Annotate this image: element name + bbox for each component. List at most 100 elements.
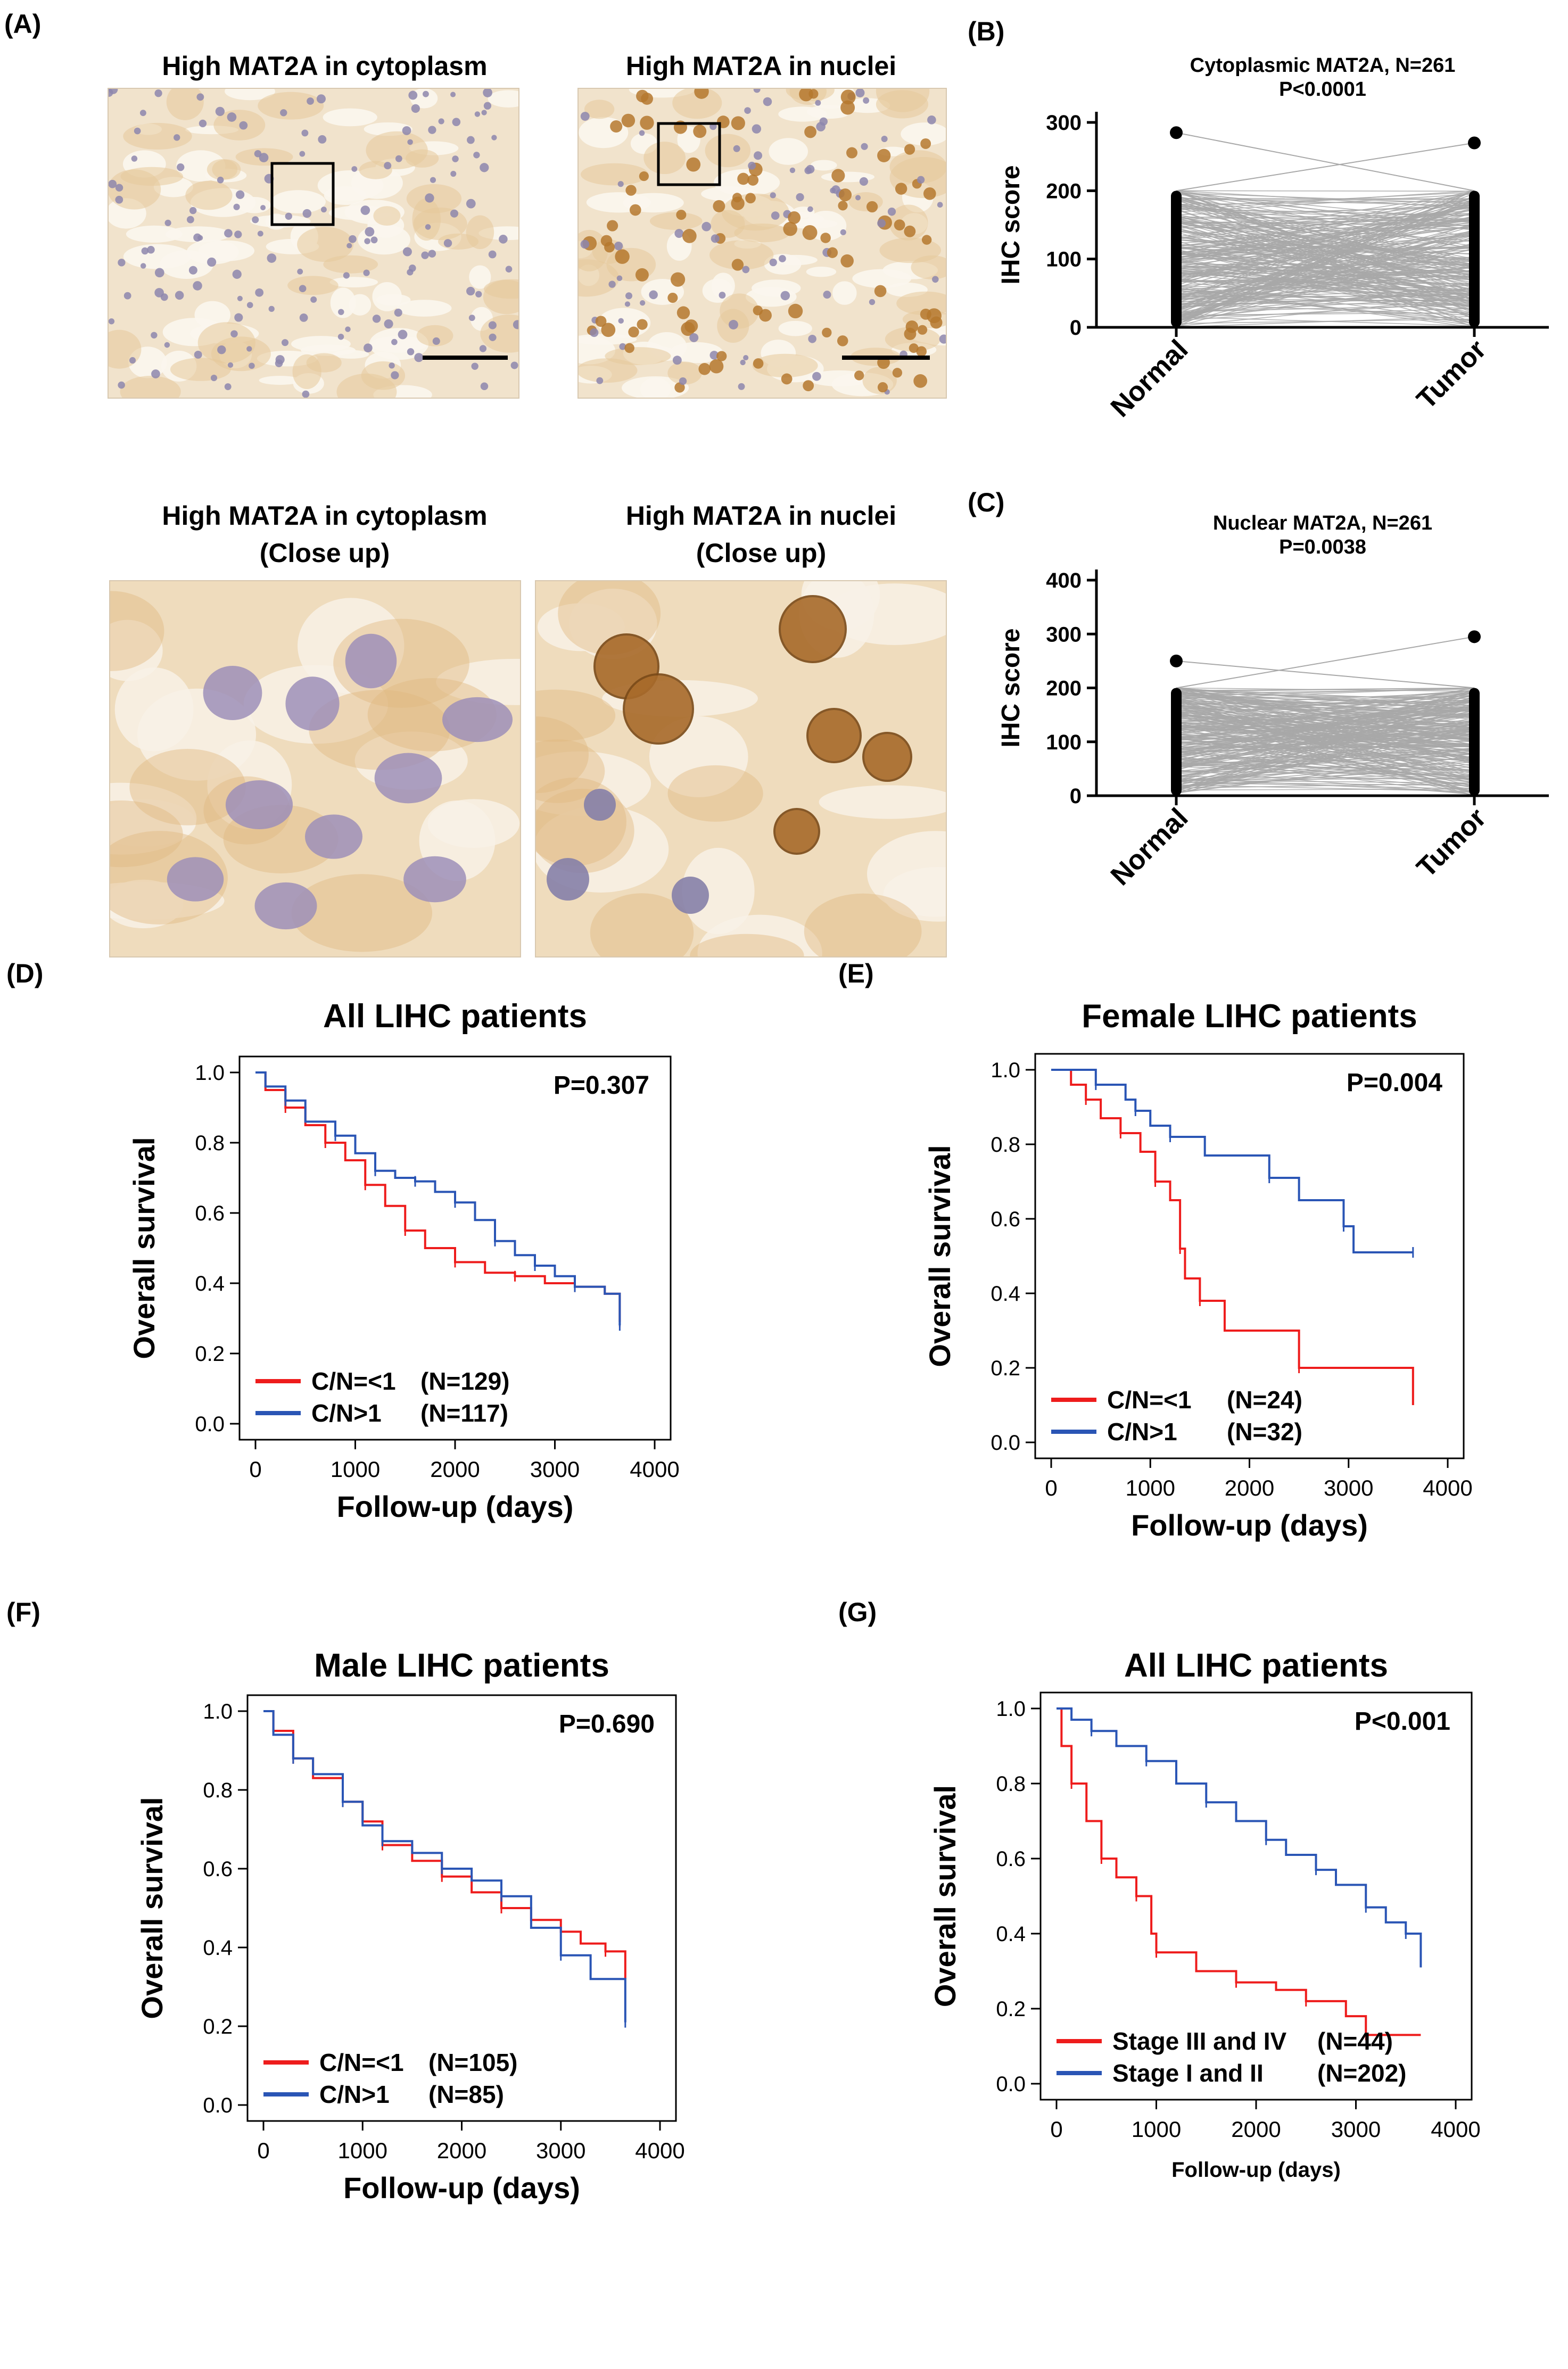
micrograph-nuclei xyxy=(577,88,947,399)
panel-label-d: (D) xyxy=(6,959,44,988)
stained-region xyxy=(258,92,324,120)
lumen-space xyxy=(537,603,625,651)
cell-nucleus xyxy=(299,151,306,157)
zoom-box xyxy=(657,122,721,186)
stained-region xyxy=(110,800,183,868)
cell-nucleus xyxy=(781,373,793,385)
paired-line xyxy=(1176,755,1475,795)
cell-nucleus xyxy=(118,381,125,389)
legend-label: Stage I and II xyxy=(1112,2059,1264,2087)
cell-nucleus xyxy=(894,219,905,231)
cell-nucleus xyxy=(877,382,888,393)
cell-nucleus xyxy=(428,250,436,258)
cell-nucleus xyxy=(904,144,915,155)
x-tick-label: 2000 xyxy=(437,2138,486,2163)
cell-nucleus xyxy=(679,377,687,385)
lumen-space xyxy=(323,108,377,127)
cell-nucleus xyxy=(174,134,180,141)
stained-region xyxy=(291,874,433,952)
stained-region xyxy=(862,367,897,394)
stained-region xyxy=(466,215,494,250)
cell-nucleus xyxy=(234,230,242,238)
y-tick-label: 300 xyxy=(1046,111,1082,135)
cell-nucleus xyxy=(783,221,797,236)
paired-line xyxy=(1176,197,1475,254)
micrograph-cytoplasm xyxy=(108,88,519,399)
cell-nucleus xyxy=(442,697,513,742)
paired-line xyxy=(1176,220,1475,242)
lumen-space xyxy=(110,879,184,929)
cell-nucleus xyxy=(510,361,518,369)
paired-line xyxy=(1176,132,1475,192)
cell-nucleus xyxy=(600,235,613,247)
cell-nucleus xyxy=(177,163,185,171)
survival-curve-1 xyxy=(1051,1069,1414,1405)
cell-nucleus xyxy=(621,113,636,128)
y-tick-label: 0.8 xyxy=(996,1772,1026,1796)
lumen-space xyxy=(469,265,491,289)
cell-nucleus xyxy=(467,136,475,144)
cell-nucleus xyxy=(343,272,350,279)
cell-nucleus xyxy=(771,211,780,220)
paired-line xyxy=(1176,713,1475,755)
cell-nucleus xyxy=(752,124,762,134)
cell-nucleus xyxy=(473,152,480,159)
cell-nucleus xyxy=(628,326,639,337)
paired-line xyxy=(1176,207,1475,223)
paired-line xyxy=(1176,660,1475,689)
cell-nucleus xyxy=(709,359,724,374)
cell-nucleus xyxy=(831,169,845,183)
x-tick-label: 4000 xyxy=(635,2138,684,2163)
lumen-space xyxy=(819,785,946,819)
lumen-space xyxy=(194,301,230,329)
cell-nucleus xyxy=(225,780,293,830)
cell-nucleus xyxy=(402,126,411,135)
paired-line xyxy=(1176,715,1475,767)
paired-line xyxy=(1176,689,1475,706)
cell-nucleus xyxy=(881,136,888,143)
zoom-box xyxy=(270,162,335,226)
paired-line xyxy=(1176,781,1475,787)
y-tick-label: 1.0 xyxy=(996,1697,1026,1721)
stained-region xyxy=(405,149,439,168)
cell-nucleus xyxy=(846,147,858,159)
cell-nucleus xyxy=(230,330,238,337)
cell-nucleus xyxy=(917,325,928,335)
cell-nucleus xyxy=(302,209,312,218)
stained-region xyxy=(309,689,450,770)
paired-line xyxy=(1176,213,1475,224)
cell-nucleus xyxy=(780,291,790,301)
cell-nucleus xyxy=(483,102,492,110)
closeup-title-nuclei-1: High MAT2A in nuclei xyxy=(625,501,897,531)
cell-nucleus xyxy=(450,209,459,218)
cell-nucleus xyxy=(249,362,255,369)
cell-nucleus xyxy=(617,181,624,187)
cell-nucleus xyxy=(196,93,204,101)
paired-line xyxy=(1176,230,1475,279)
paired-line xyxy=(1176,721,1475,738)
cell-nucleus xyxy=(802,225,818,240)
cell-nucleus xyxy=(754,151,763,160)
cell-nucleus xyxy=(109,318,115,325)
stained-region xyxy=(667,361,702,385)
paired-line xyxy=(1176,268,1475,305)
cell-nucleus xyxy=(246,302,253,308)
paired-line xyxy=(1176,753,1475,773)
survival-curve-2 xyxy=(1057,1707,1422,1968)
cell-nucleus xyxy=(246,346,252,352)
chart-pvalue: P=0.690 xyxy=(559,1710,655,1738)
chart-title: Female LIHC patients xyxy=(1082,998,1417,1035)
cell-nucleus xyxy=(745,193,756,204)
cell-nucleus xyxy=(733,145,740,152)
cell-nucleus xyxy=(481,110,487,115)
cell-nucleus xyxy=(796,193,804,202)
lumen-space xyxy=(376,294,411,306)
cell-nucleus xyxy=(423,90,429,97)
cell-nucleus xyxy=(702,221,712,232)
cell-nucleus xyxy=(808,334,816,343)
lumen-space xyxy=(806,267,837,277)
cell-nucleus xyxy=(932,276,939,283)
cell-nucleus xyxy=(753,358,764,369)
y-tick-label: 0.2 xyxy=(203,2015,233,2038)
cell-nucleus xyxy=(346,243,352,249)
